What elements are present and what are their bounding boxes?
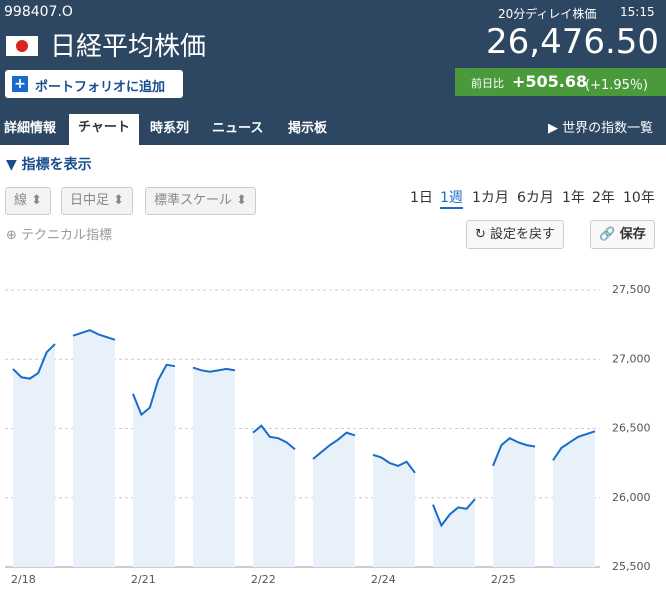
range[interactable]: 1カ月 (472, 190, 509, 206)
y-tick-label: 26,000 (612, 491, 651, 504)
change: +505.68 (512, 72, 588, 91)
change-pct: (+1.95％) (585, 78, 648, 93)
line (552, 430, 596, 461)
change-badge: 前日比 +505.68 (+1.95％) (455, 68, 666, 96)
line (12, 343, 56, 380)
x-tick-label: 2/22 (251, 573, 276, 586)
tab-active[interactable]: チャート (69, 114, 139, 145)
time: 15:15 (620, 5, 655, 19)
line (492, 437, 536, 467)
tab[interactable]: 掲示板 (288, 121, 328, 136)
technical[interactable]: ⊕ テクニカル指標 (6, 228, 113, 243)
range[interactable]: 10年 (623, 190, 655, 206)
x-tick-label: 2/24 (371, 573, 396, 586)
save-button[interactable]: 🔗 保存 (590, 220, 655, 249)
range[interactable]: 2年 (592, 190, 615, 206)
reset-button[interactable]: ↻ 設定を戻す (466, 220, 565, 249)
select-text: 日中足 (70, 193, 110, 208)
y-tick-label: 27,500 (612, 283, 651, 296)
toggle[interactable]: ▼ 指標を表示 (6, 157, 92, 173)
area (373, 454, 415, 567)
select-text: 線 (14, 193, 28, 208)
range[interactable]: 6カ月 (517, 190, 554, 206)
range[interactable]: 1日 (410, 190, 433, 206)
area (313, 432, 355, 567)
tab[interactable]: 時系列 (150, 121, 190, 136)
select[interactable]: 標準スケール ⬍ (145, 187, 257, 215)
area (253, 425, 295, 567)
delay: 20分ディレイ株価 (498, 7, 597, 21)
line (132, 363, 176, 417)
select-text: 標準スケール (154, 193, 233, 208)
line (72, 329, 116, 341)
tab[interactable]: ニュース (212, 121, 264, 136)
line (312, 431, 356, 460)
change-label: 前日比 (471, 77, 504, 90)
add-button[interactable]: + ポートフォリオに追加 (5, 70, 183, 98)
x-tick-label: 2/21 (131, 573, 156, 586)
save-text: 保存 (619, 227, 646, 242)
y-tick-label: 26,500 (612, 422, 651, 435)
x-tick-label: 2/18 (11, 573, 36, 586)
y-tick-label: 27,000 (612, 352, 651, 365)
chart: 25,500 26,000 26,500 27,000 27,500 2/18 2/21 2/… (5, 283, 651, 586)
area (73, 330, 115, 567)
toggle-text: 指標を表示 (21, 157, 92, 173)
select[interactable]: 日中足 ⬍ (61, 187, 134, 215)
technical-text: テクニカル指標 (21, 228, 113, 243)
line (192, 366, 236, 373)
area (433, 499, 475, 567)
add-label: ポートフォリオに追加 (35, 80, 166, 95)
world-link-text: 世界の指数一覧 (562, 121, 654, 136)
line (432, 498, 476, 528)
header: 998407.O 20分ディレイ株価 15:15 日経平均株価 26,476.5… (0, 0, 666, 145)
price: 26,476.50 (486, 22, 660, 62)
area (553, 431, 595, 567)
index-name: 日経平均株価 (50, 32, 207, 62)
line (372, 453, 416, 474)
world-link[interactable]: ▶ 世界の指数一覧 (548, 121, 654, 136)
code: 998407.O (4, 4, 73, 20)
reset-text: 設定を戻す (490, 227, 556, 242)
area (493, 438, 535, 567)
range-active[interactable]: 1週 (440, 187, 463, 209)
range[interactable]: 1年 (562, 190, 585, 206)
tab[interactable]: 詳細情報 (4, 121, 57, 136)
line (252, 424, 296, 451)
flag (6, 36, 38, 56)
area (193, 367, 235, 567)
select[interactable]: 線 ⬍ (5, 187, 52, 215)
area (13, 344, 55, 567)
y-tick-label: 25,500 (612, 560, 651, 573)
area (133, 364, 175, 567)
x-tick-label: 2/25 (491, 573, 516, 586)
